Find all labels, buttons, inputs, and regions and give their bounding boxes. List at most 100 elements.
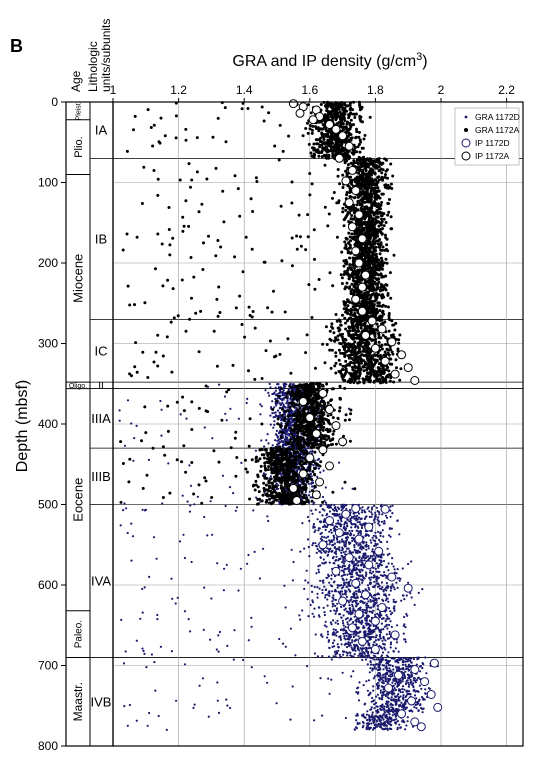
unit-label: IVB <box>91 694 112 709</box>
gra-1172d-point <box>377 597 381 600</box>
gra-1172d-point <box>396 720 399 723</box>
gra-1172d-point <box>391 673 394 676</box>
gra-1172d-point <box>275 488 278 491</box>
gra-1172d-point <box>377 566 380 569</box>
gra-1172d-point <box>281 445 284 448</box>
gra-1172a-point <box>317 129 321 133</box>
gra-1172d-point <box>351 600 354 604</box>
gra-1172d-point <box>417 690 420 693</box>
gra-1172d-point <box>337 548 340 551</box>
gra-1172d-point <box>376 719 379 722</box>
unit-label: IB <box>95 231 107 246</box>
gra-1172d-point <box>321 635 324 638</box>
gra-1172d-point <box>354 557 357 560</box>
gra-1172d-point <box>305 569 308 572</box>
gra-1172d-point <box>392 565 395 568</box>
gra-1172d-point <box>299 550 302 553</box>
gra-1172d-point <box>326 598 329 601</box>
gra-1172d-point <box>395 641 399 644</box>
gra-1172d-point <box>394 688 398 692</box>
gra-1172d-point <box>422 698 425 701</box>
gra-1172d-point <box>322 525 325 529</box>
gra-1172d-point <box>373 521 376 524</box>
gra-1172d-point <box>340 551 343 555</box>
gra-1172a-point <box>325 156 329 160</box>
gra-1172a-point <box>344 243 348 247</box>
gra-1172d-point <box>402 694 405 697</box>
gra-1172d-point <box>393 718 396 721</box>
gra-1172d-point <box>372 726 375 730</box>
gra-1172d-point <box>421 667 424 670</box>
gra-1172d-point <box>286 399 289 402</box>
gra-1172d-point <box>290 548 293 551</box>
gra-1172a-point <box>348 263 352 267</box>
gra-1172d-point <box>376 564 379 568</box>
gra-1172a-point <box>324 153 328 157</box>
gra-1172d-point <box>408 657 411 660</box>
gra-1172d-point <box>396 519 399 522</box>
gra-1172d-point <box>346 642 350 646</box>
gra-1172d-point <box>372 721 375 725</box>
gra-1172a-point <box>316 148 320 152</box>
gra-1172d-point <box>382 522 385 525</box>
gra-1172d-point <box>126 399 130 402</box>
gra-1172d-point <box>142 649 145 653</box>
gra-1172d-point <box>324 620 327 623</box>
gra-1172d-point <box>290 409 293 412</box>
gra-1172d-point <box>367 723 371 726</box>
age-label: Plio. <box>73 136 85 157</box>
gra-1172d-point <box>379 637 382 640</box>
gra-1172d-point <box>312 615 316 618</box>
y-tick-label: 400 <box>38 417 58 431</box>
gra-1172d-point <box>309 450 312 453</box>
x-axis-title-main: GRA and IP density (g/cm <box>232 53 416 70</box>
gra-1172d-point <box>324 486 327 489</box>
gra-1172d-point <box>375 634 378 637</box>
gra-1172d-point <box>373 580 376 584</box>
gra-1172d-point <box>377 710 380 714</box>
gra-1172d-point <box>328 561 331 564</box>
gra-1172a-point <box>140 202 144 205</box>
gra-1172d-point <box>408 709 411 713</box>
gra-1172d-point <box>311 512 314 515</box>
gra-1172a-point <box>331 117 335 121</box>
gra-1172d-point <box>389 710 392 713</box>
gra-1172d-point <box>176 596 179 599</box>
gra-1172d-point <box>333 503 336 507</box>
gra-1172d-point <box>367 586 370 589</box>
gra-1172d-point <box>333 546 336 550</box>
gra-1172d-point <box>262 472 265 475</box>
gra-1172d-point <box>402 632 405 635</box>
gra-1172a-point <box>343 101 347 105</box>
gra-1172d-point <box>325 536 328 539</box>
gra-1172a-point <box>391 174 395 178</box>
gra-1172d-point <box>391 583 394 586</box>
gra-1172d-point <box>313 501 316 504</box>
gra-1172d-point <box>277 442 280 445</box>
gra-1172d-point <box>370 706 373 709</box>
gra-1172d-point <box>326 593 329 596</box>
gra-1172d-point <box>221 474 225 477</box>
gra-1172d-point <box>276 409 280 412</box>
gra-1172d-point <box>346 654 349 657</box>
gra-1172a-point <box>385 261 389 265</box>
gra-1172d-point <box>379 725 382 728</box>
gra-1172d-point <box>362 547 365 550</box>
gra-1172d-point <box>368 588 371 591</box>
age-label: Maastr. <box>71 682 85 721</box>
age-label: Oligo. <box>69 383 87 390</box>
gra-1172d-point <box>404 728 407 731</box>
gra-1172d-point <box>407 663 410 666</box>
gra-1172a-point <box>236 187 240 191</box>
gra-1172d-point <box>341 546 344 549</box>
gra-1172d-point <box>376 674 379 677</box>
gra-1172a-point <box>163 134 167 138</box>
gra-1172a-point <box>309 151 313 155</box>
gra-1172d-point <box>152 536 156 539</box>
gra-1172d-point <box>336 602 339 605</box>
gra-1172d-point <box>351 605 354 608</box>
gra-1172d-point <box>328 646 331 649</box>
gra-1172d-point <box>366 610 369 613</box>
gra-1172d-point <box>341 507 344 510</box>
gra-1172d-point <box>218 383 221 386</box>
